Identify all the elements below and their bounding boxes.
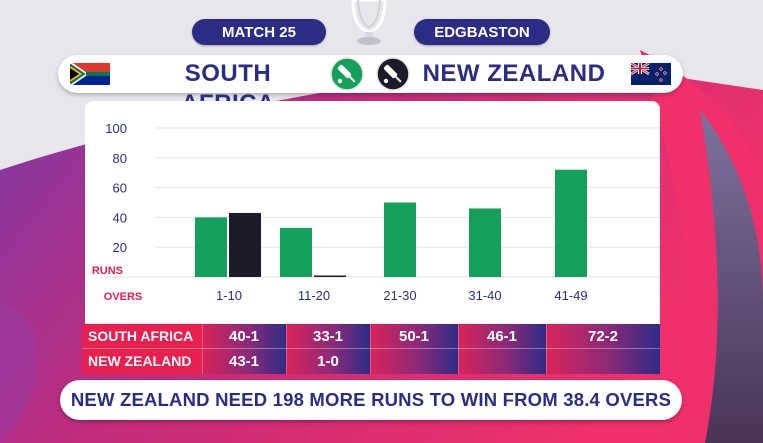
bar-new-zealand [314, 275, 346, 278]
runs-per-over-chart: 20 40 60 80 100 RUNS OVERS 1-10 11-20 21-30 31-40 4… [85, 101, 660, 324]
y-tick-label: 40 [113, 210, 127, 225]
chart-canvas: 20 40 60 80 100 RUNS OVERS 1-10 11-20 21-30 31-40 4… [92, 121, 660, 303]
match-status-banner: NEW ZEALAND NEED 198 MORE RUNS TO WIN FR… [60, 380, 682, 420]
team-label-cell: NEW ZEALAND [82, 349, 202, 374]
cricket-bat-icon [330, 57, 364, 91]
score-cell [370, 349, 458, 374]
team-banner: SOUTH AFRICA NEW ZEALAND [58, 55, 683, 117]
bar-south-africa [384, 202, 416, 277]
x-tick-label: 41-49 [554, 288, 587, 303]
bar-south-africa [195, 217, 227, 277]
score-cell: 46-1 [458, 324, 546, 349]
column-divider [202, 324, 203, 374]
score-cell [458, 349, 546, 374]
team-label-cell: SOUTH AFRICA [82, 324, 202, 349]
bar-south-africa [280, 227, 312, 277]
y-tick-label: 100 [105, 121, 127, 136]
score-cell: 40-1 [202, 324, 286, 349]
team2-name: NEW ZEALAND [422, 60, 606, 87]
bar-south-africa [555, 169, 587, 277]
new-zealand-flag-icon [631, 63, 671, 85]
y-tick-label: 60 [113, 181, 127, 196]
table-row: NEW ZEALAND 43-1 1-0 [82, 349, 660, 374]
x-tick-label: 1-10 [216, 288, 242, 303]
bar-south-africa [469, 208, 501, 277]
score-cell: 1-0 [286, 349, 370, 374]
table-row: SOUTH AFRICA 40-1 33-1 50-1 46-1 72-2 [82, 324, 660, 349]
score-cell [546, 349, 660, 374]
score-cell: 72-2 [546, 324, 660, 349]
south-africa-flag-icon [70, 63, 110, 85]
cricket-bat-icon [376, 57, 410, 91]
score-cell: 50-1 [370, 324, 458, 349]
row-divider [82, 348, 660, 349]
column-divider [370, 324, 371, 374]
bar-new-zealand [229, 212, 261, 277]
x-tick-label: 21-30 [383, 288, 416, 303]
trophy-icon [351, 0, 387, 45]
column-divider [286, 324, 287, 374]
y-tick-label: 20 [113, 240, 127, 255]
x-tick-label: 31-40 [468, 288, 501, 303]
column-divider [546, 324, 547, 374]
score-cell: 33-1 [286, 324, 370, 349]
x-axis-label: OVERS [104, 291, 143, 303]
team1-name: SOUTH AFRICA [181, 60, 274, 117]
y-axis-label: RUNS [92, 265, 123, 277]
y-tick-label: 80 [113, 151, 127, 166]
match-number-badge: MATCH 25 [192, 19, 326, 45]
x-tick-label: 11-20 [298, 288, 330, 303]
score-cell: 43-1 [202, 349, 286, 374]
column-divider [458, 324, 459, 374]
venue-badge: EDGBASTON [414, 19, 550, 45]
